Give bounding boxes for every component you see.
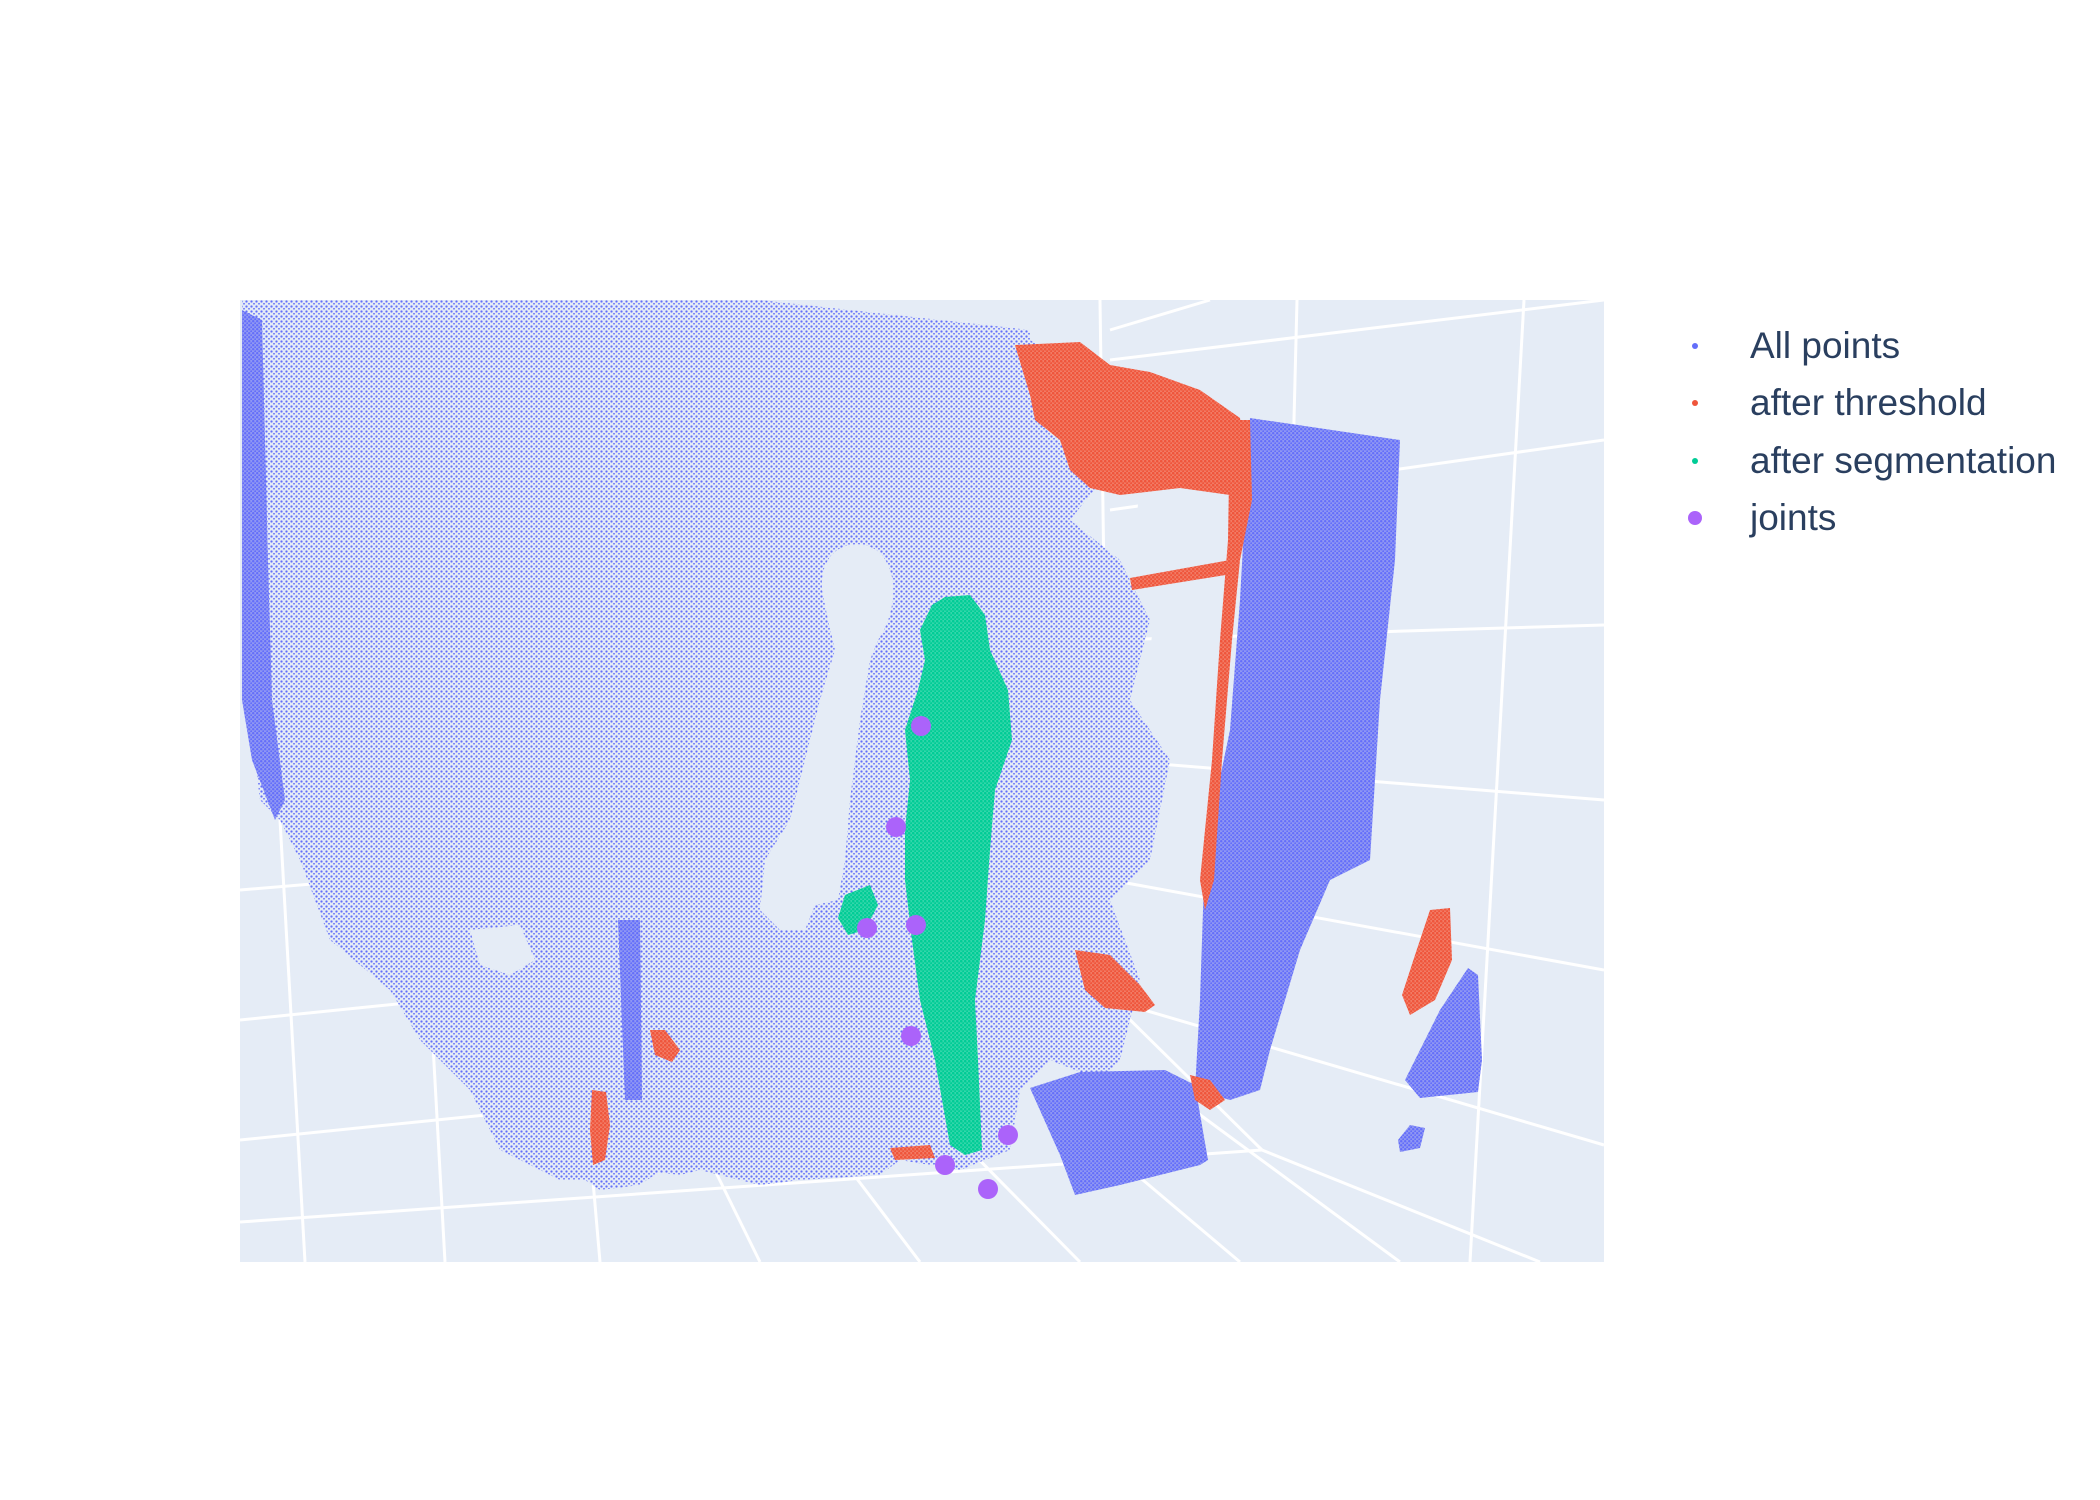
threshold-middle-cluster [1075, 950, 1155, 1012]
legend[interactable]: All points after threshold after segment… [1680, 317, 2056, 547]
threshold-door-bottom [1190, 1075, 1225, 1110]
legend-item-after-threshold[interactable]: after threshold [1680, 375, 2056, 433]
joint-marker[interactable] [906, 915, 926, 935]
point-cloud-door-panel [1195, 418, 1400, 1100]
legend-label: joints [1750, 497, 1837, 539]
point-cloud-left-edge [242, 310, 285, 820]
joint-marker[interactable] [978, 1179, 998, 1199]
wall-gap [470, 925, 535, 975]
legend-label: after segmentation [1750, 439, 2057, 481]
person-shadow [760, 544, 894, 930]
point-cloud-right-chip [1398, 1125, 1425, 1152]
joint-marker[interactable] [911, 716, 931, 736]
threshold-top-cluster [1015, 342, 1245, 495]
threshold-left-chunk [650, 1030, 680, 1062]
legend-marker-after-threshold [1680, 388, 1710, 418]
legend-label: All points [1750, 324, 1901, 366]
joint-marker[interactable] [935, 1155, 955, 1175]
threshold-left-column [590, 1090, 610, 1165]
point-cloud-floor-box [1030, 1070, 1208, 1195]
threshold-door-frame [1200, 420, 1252, 910]
legend-item-after-segmentation[interactable]: after segmentation [1680, 432, 2056, 490]
threshold-ledge [1130, 560, 1232, 590]
legend-marker-after-segmentation [1680, 446, 1710, 476]
series-after-threshold [590, 342, 1452, 1165]
joint-marker[interactable] [998, 1125, 1018, 1145]
legend-marker-all-points [1680, 331, 1710, 361]
joint-marker[interactable] [886, 817, 906, 837]
legend-item-all-points[interactable]: All points [1680, 317, 2056, 375]
joint-marker[interactable] [901, 1026, 921, 1046]
point-cloud-right-fragment [1405, 968, 1482, 1098]
legend-item-joints[interactable]: joints [1680, 490, 2056, 548]
segmented-person [905, 595, 1012, 1155]
legend-label: after threshold [1750, 382, 1987, 424]
joint-marker[interactable] [857, 918, 877, 938]
point-cloud-post [618, 920, 642, 1100]
legend-marker-joints [1680, 503, 1710, 533]
threshold-floor-strip [890, 1145, 935, 1160]
threshold-right-cluster [1402, 908, 1452, 1015]
series-joints [857, 716, 1018, 1199]
